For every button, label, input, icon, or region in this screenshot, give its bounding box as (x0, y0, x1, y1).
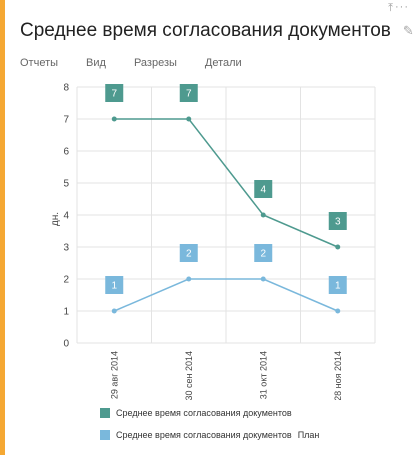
data-label: 7 (111, 89, 117, 100)
data-point (260, 212, 266, 218)
accent-bar (0, 0, 5, 455)
y-tick-label: 1 (63, 307, 69, 318)
page-title: Среднее время согласования документов (20, 20, 391, 41)
data-label: 1 (335, 281, 341, 292)
legend-item[interactable]: Среднее время согласования документов (100, 407, 319, 418)
legend-swatch (100, 407, 110, 418)
data-point (335, 308, 341, 314)
menu-item-details[interactable]: Детали (204, 57, 242, 69)
y-tick-label: 0 (63, 339, 69, 350)
data-label-box (105, 84, 124, 102)
x-tick-label: 28 ноя 2014 (333, 351, 343, 400)
data-label-box (179, 84, 198, 102)
y-tick-label: 3 (63, 243, 69, 254)
legend-item[interactable]: Среднее время согласования документов Пл… (100, 429, 319, 440)
chart-legend: Среднее время согласования документов Ср… (100, 407, 319, 451)
series-line (114, 118, 339, 248)
data-label-box (105, 276, 124, 294)
menu-item-slices[interactable]: Разрезы (133, 57, 177, 69)
data-label-box (254, 244, 273, 262)
data-label: 2 (186, 249, 192, 260)
y-tick-label: 6 (63, 147, 69, 158)
data-point (260, 276, 266, 282)
y-axis-label: дн. (50, 212, 61, 226)
y-tick-label: 8 (63, 83, 69, 94)
legend-label: Среднее время согласования документов (116, 407, 292, 418)
pencil-icon[interactable]: ✎ (402, 23, 414, 38)
legend-swatch (100, 429, 110, 440)
data-label: 4 (260, 185, 266, 196)
x-tick-label: 29 авг 2014 (109, 351, 119, 399)
y-tick-label: 4 (63, 211, 69, 222)
more-icon[interactable]: ··· (395, 1, 409, 13)
data-label-box (179, 244, 198, 262)
data-label: 1 (111, 281, 117, 292)
x-tick-label: 31 окт 2014 (258, 351, 268, 399)
title-row: Среднее время согласования документов ✎ (20, 20, 414, 42)
data-point (335, 244, 341, 250)
data-point (186, 276, 192, 282)
y-tick-label: 7 (63, 115, 69, 126)
legend-label: Среднее время согласования документов (116, 429, 292, 440)
y-tick-label: 5 (63, 179, 69, 190)
data-point (111, 116, 117, 122)
line-chart: 0 1 2 3 4 5 6 7 8 дн. 29 авг 2014 30 сен 2014 31 окт… (50, 83, 376, 400)
data-point (186, 116, 192, 122)
report-menu: Отчеты Вид Разрезы Детали (20, 57, 242, 69)
data-label: 3 (335, 217, 341, 228)
data-label-box (254, 180, 273, 198)
data-label: 2 (260, 249, 266, 260)
menu-item-reports[interactable]: Отчеты (20, 57, 59, 69)
x-tick-label: 30 сен 2014 (184, 351, 194, 400)
menu-item-view[interactable]: Вид (86, 57, 106, 69)
series-line (113, 278, 339, 312)
data-label-box (328, 212, 347, 230)
data-label-box (328, 276, 347, 294)
data-point (111, 308, 117, 314)
y-tick-label: 2 (63, 275, 69, 286)
pin-icon[interactable]: ⤒ (388, 2, 393, 14)
legend-suffix: План (297, 429, 320, 440)
data-label: 7 (186, 89, 192, 100)
